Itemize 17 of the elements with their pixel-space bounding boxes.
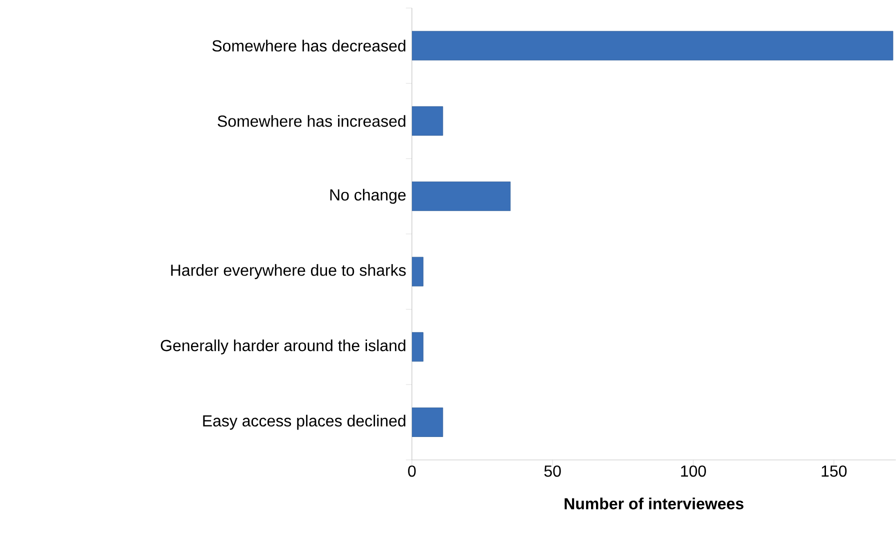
y-tick-label: Easy access places declined bbox=[203, 414, 406, 430]
y-tick-label: Somewhere has increased bbox=[218, 115, 406, 127]
y-tick-label: No change bbox=[330, 188, 406, 204]
x-tick-label: 100 bbox=[681, 466, 706, 477]
y-tick-label: Harder everywhere due to sharks bbox=[171, 264, 406, 280]
y-tick-label: Somewhere has decreased bbox=[212, 40, 406, 52]
x-axis-title: Number of interviewees bbox=[564, 498, 744, 510]
x-tick-label: 50 bbox=[544, 466, 561, 477]
x-tick-label: 150 bbox=[822, 466, 847, 477]
bar bbox=[412, 408, 444, 437]
x-tick-label: 0 bbox=[408, 466, 416, 477]
bar bbox=[412, 332, 424, 362]
bar bbox=[412, 31, 894, 60]
y-tick-label: Generally harder around the island bbox=[160, 340, 406, 354]
bar bbox=[412, 257, 424, 286]
bar bbox=[412, 182, 511, 212]
bar bbox=[412, 106, 444, 136]
